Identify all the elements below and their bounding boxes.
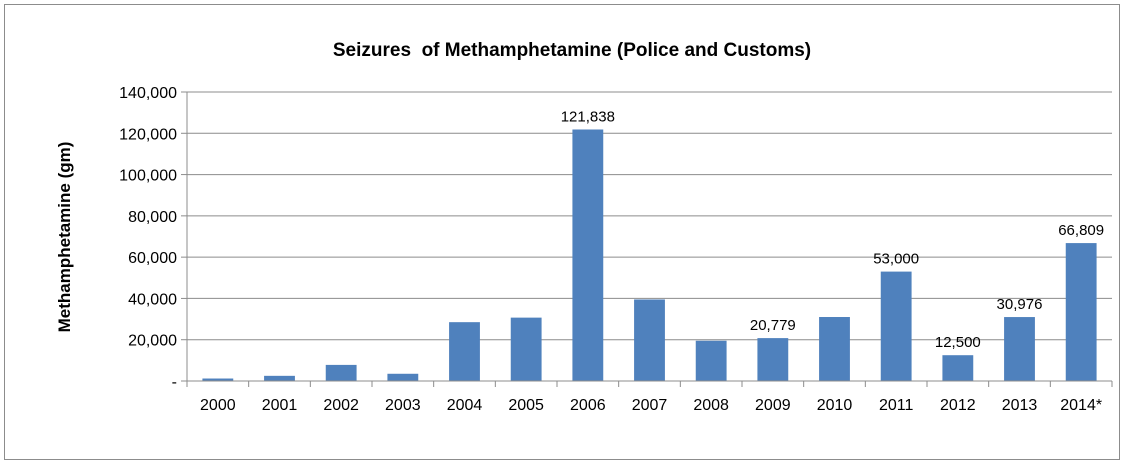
axes: [181, 91, 1113, 387]
data-label: 53,000: [873, 251, 919, 268]
bar: [1065, 243, 1097, 381]
y-axis-label: Methamphetamine (gm): [55, 142, 74, 333]
bar: [757, 338, 789, 381]
bar: [942, 355, 974, 381]
x-tick-label: 2010: [817, 397, 853, 414]
bar: [634, 299, 665, 381]
x-tick-label: 2003: [385, 397, 421, 414]
bar: [510, 317, 542, 381]
labels: - 20,000 40,000 60,000 80,000 100,000 120,000 1…: [119, 85, 1104, 414]
bar: [325, 364, 357, 381]
y-tick-label: 20,000: [128, 333, 177, 350]
y-tick-label: -: [172, 374, 177, 391]
chart-frame: [4, 4, 1120, 460]
x-tick-label: 2000: [200, 397, 236, 414]
bar: [264, 375, 295, 381]
bar: [880, 271, 912, 381]
data-label: 12,500: [935, 334, 981, 351]
y-tick-label: 60,000: [128, 250, 177, 267]
bars: [202, 129, 1097, 381]
x-tick-label: 2002: [323, 397, 359, 414]
data-label: 121,838: [561, 108, 615, 125]
bar: [449, 322, 480, 381]
gridlines: [187, 91, 1112, 341]
y-tick-label: 120,000: [119, 126, 177, 143]
data-label: 20,779: [750, 317, 796, 334]
data-label: 30,976: [997, 296, 1043, 313]
x-tick-label: 2004: [447, 397, 483, 414]
x-tick-label: 2008: [693, 397, 729, 414]
bar: [695, 340, 727, 381]
x-tick-label: 2006: [570, 397, 606, 414]
bar: [1004, 317, 1035, 381]
data-label: 66,809: [1058, 222, 1104, 239]
bar: [819, 317, 850, 381]
y-tick-label: 140,000: [119, 85, 177, 102]
x-tick-label: 2011: [879, 397, 914, 414]
x-tick-label: 2005: [508, 397, 544, 414]
x-tick-label: 2013: [1002, 397, 1038, 414]
x-tick-label: 2007: [632, 397, 668, 414]
y-tick-label: 100,000: [119, 168, 177, 185]
bar: [387, 373, 419, 381]
x-tick-label: 2012: [940, 397, 976, 414]
bar: [202, 378, 234, 381]
x-tick-label: 2001: [262, 397, 298, 414]
x-tick-label: 2014*: [1060, 397, 1102, 414]
x-tick-label: 2009: [755, 397, 791, 414]
bar: [572, 129, 604, 381]
chart-title: Seizures of Methamphetamine (Police and …: [333, 40, 811, 61]
y-tick-label: 80,000: [128, 209, 177, 226]
y-tick-label: 40,000: [128, 291, 177, 308]
